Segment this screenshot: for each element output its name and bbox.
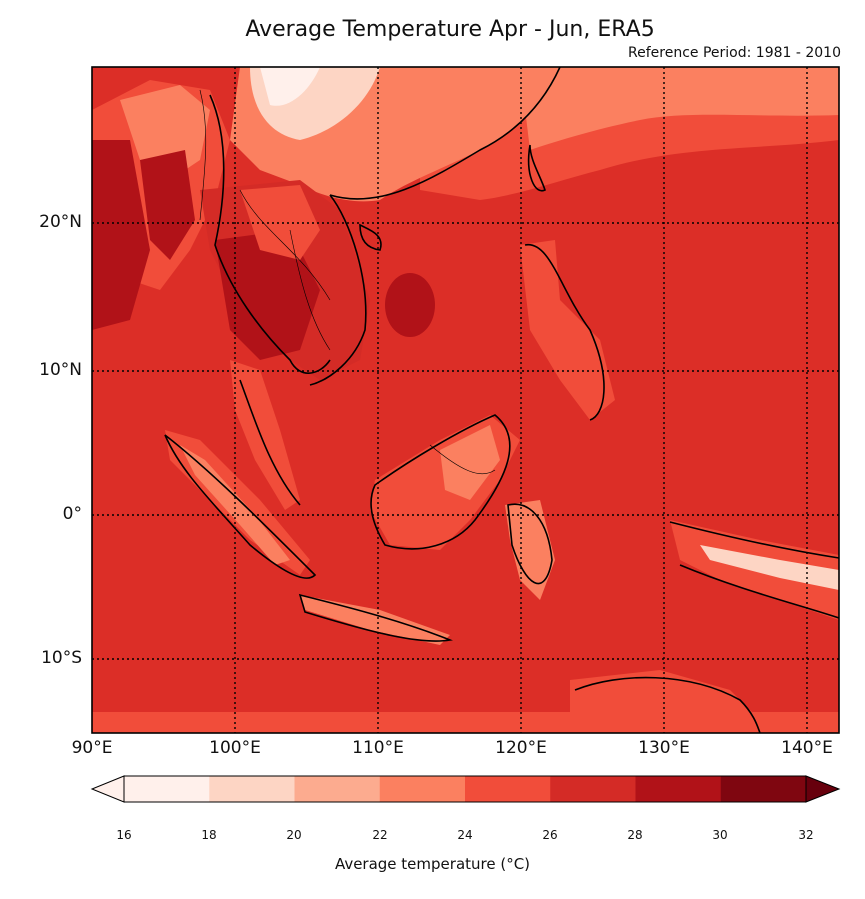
philippines-land xyxy=(520,240,615,420)
colorbar-label: Average temperature (°C) xyxy=(334,855,531,873)
lat-label-20n: 20°N xyxy=(39,212,82,232)
coastlines xyxy=(164,67,839,733)
borneo-highlands xyxy=(440,425,500,500)
colorbar xyxy=(90,775,841,803)
colorbar-tick-32: 32 xyxy=(798,828,814,842)
colorbar-tick-20: 20 xyxy=(286,828,302,842)
colorbar-segment xyxy=(720,776,807,802)
reference-period-subtitle: Reference Period: 1981 - 2010 xyxy=(628,45,841,61)
colorbar-tick-16: 16 xyxy=(116,828,132,842)
north-sea-band-2 xyxy=(520,67,839,150)
china-peak-cool xyxy=(260,67,320,106)
myanmar-central-hot xyxy=(140,150,195,260)
sumatra-ridge xyxy=(180,445,290,565)
colorbar-segment xyxy=(209,776,295,802)
colorbar-frame xyxy=(123,775,807,803)
lon-label-110e: 110°E xyxy=(352,738,404,758)
bengal-coast-warm xyxy=(92,140,150,330)
lon-label-100e: 100°E xyxy=(209,738,261,758)
colorbar-segment xyxy=(294,776,381,802)
lon-label-120e: 120°E xyxy=(495,738,547,758)
lon-label-140e: 140°E xyxy=(781,738,833,758)
thailand-hot xyxy=(215,230,320,360)
country-borders xyxy=(199,89,496,475)
colorbar-arrow-high xyxy=(805,775,841,803)
malay-peninsula xyxy=(230,360,300,510)
colorbar-tick-26: 26 xyxy=(542,828,558,842)
new-guinea-ridge xyxy=(700,545,839,590)
gridlines xyxy=(92,67,839,733)
colorbar-tick-28: 28 xyxy=(627,828,643,842)
scs-warm-patch xyxy=(385,273,435,337)
lon-label-90e: 90°E xyxy=(71,738,113,758)
lat-label-10n: 10°N xyxy=(39,360,82,380)
colorbar-segment xyxy=(550,776,636,802)
colorbar-arrow-low xyxy=(90,775,125,803)
south-ocean-band xyxy=(92,712,839,733)
colorbar-tick-22: 22 xyxy=(372,828,388,842)
java-land xyxy=(300,595,450,645)
colorbar-segment xyxy=(124,776,210,802)
myanmar-highlands xyxy=(120,85,210,180)
map-title: Average Temperature Apr - Jun, ERA5 xyxy=(245,17,655,42)
colorbar-segment xyxy=(379,776,466,802)
colorbar-tick-30: 30 xyxy=(712,828,728,842)
lat-label-10s: 10°S xyxy=(41,648,82,668)
lat-label-equator: 0° xyxy=(62,504,82,524)
map-frame xyxy=(91,66,840,734)
colorbar-segment xyxy=(635,776,722,802)
colorbar-tick-24: 24 xyxy=(457,828,473,842)
laos-hills xyxy=(240,185,320,260)
lon-label-130e: 130°E xyxy=(638,738,690,758)
colorbar-tick-18: 18 xyxy=(201,828,217,842)
colorbar-segment xyxy=(465,776,551,802)
